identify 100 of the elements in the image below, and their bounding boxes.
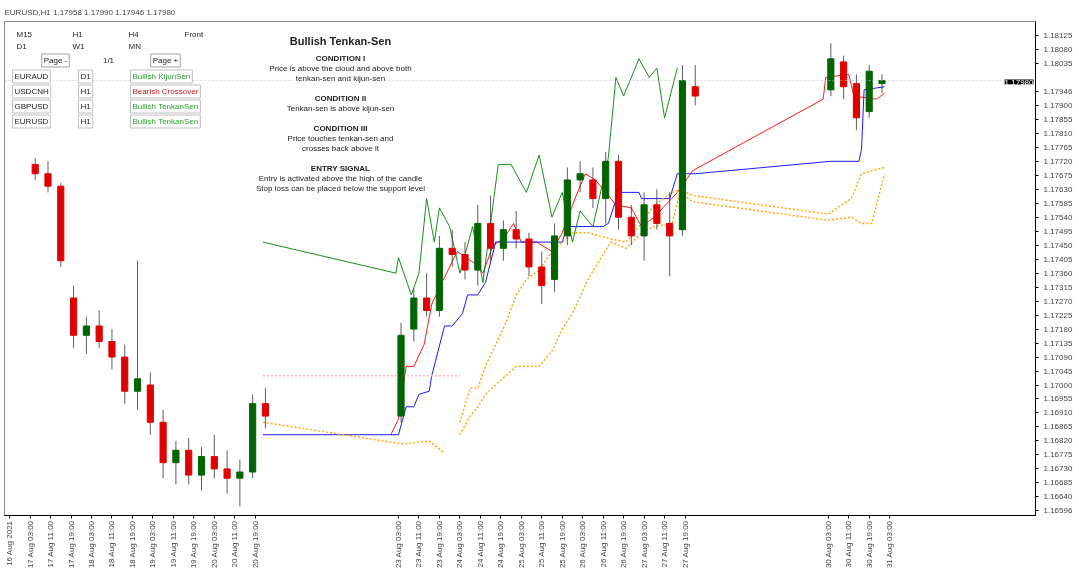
candlestick (44, 160, 52, 193)
x-tick-label: 19 Aug 19:00 (189, 520, 199, 569)
x-tick-label: 26 Aug 19:00 (619, 520, 629, 569)
x-tick-label: 20 Aug 03:00 (209, 520, 219, 569)
candlestick (461, 241, 469, 280)
x-tick-label: 23 Aug 03:00 (393, 520, 403, 569)
candlestick (82, 316, 90, 355)
candlestick (261, 387, 270, 429)
annotation: M15 (16, 30, 33, 39)
annotation: ENTRY SIGNAL (310, 164, 371, 173)
y-tick-label: 1.17765 (1043, 142, 1073, 152)
annotation: Bullish Tenkan-Sen (289, 34, 392, 47)
candlestick (197, 446, 206, 492)
y-tick-label: 1.17900 (1043, 100, 1073, 110)
candlestick (423, 272, 431, 318)
candlestick (236, 459, 244, 507)
y-tick-label: 1.16910 (1043, 408, 1073, 418)
x-tick-label: 31 Aug 03:00 (885, 520, 895, 569)
x-tick-label: 17 Aug 11:00 (46, 520, 56, 568)
annotation: Price touches tenkan-sen and (287, 134, 394, 143)
annotation: W1 (72, 42, 86, 51)
annotation: H1 (80, 102, 92, 111)
candlestick (653, 188, 661, 231)
annotation: Page - (43, 56, 68, 65)
annotation: Stop loss can be placed below the support level (256, 184, 426, 193)
x-tick-label: 24 Aug 03:00 (455, 520, 465, 569)
y-tick-label: 1.17135 (1043, 338, 1073, 348)
annotation: CONDITION II (314, 94, 367, 103)
candlestick (499, 219, 507, 262)
y-tick-label: 1.16775 (1043, 450, 1073, 460)
candlestick (691, 64, 699, 106)
y-tick-label: 1.16596 (1043, 506, 1073, 516)
x-tick-label: 19 Aug 03:00 (148, 520, 158, 569)
candlestick (133, 260, 142, 411)
y-tick-label: 1.16865 (1043, 422, 1073, 432)
y-tick-label: 1.17450 (1043, 240, 1073, 250)
annotation: Bullish KijunSen (132, 72, 191, 81)
y-tick-label: 1.16955 (1043, 394, 1073, 404)
x-tick-label: 18 Aug 03:00 (86, 520, 96, 569)
annotation: USDCNH (14, 87, 49, 96)
y-tick-label: 1.16685 (1043, 478, 1073, 488)
y-tick-label: 1.18035 (1043, 58, 1073, 68)
y-tick-label: 1.17270 (1043, 296, 1073, 306)
x-tick-label: 17 Aug 19:00 (66, 520, 76, 569)
x-tick-label: 23 Aug 19:00 (434, 520, 444, 569)
x-tick-label: 30 Aug 11:00 (844, 520, 854, 568)
x-tick-label: 30 Aug 03:00 (823, 520, 833, 569)
candlestick (627, 204, 635, 246)
annotation: D1 (16, 42, 28, 51)
candlestick (576, 160, 584, 193)
annotation: Tenkan-sen is above kijun-sen (286, 104, 395, 113)
y-tick-label: 1.17585 (1043, 198, 1073, 208)
candlestick (223, 449, 231, 495)
annotation: EURUSD (14, 117, 49, 126)
candlestick (512, 210, 520, 249)
x-tick-label: 17 Aug 03:00 (25, 520, 35, 569)
annotation: H4 (128, 30, 140, 39)
annotation: H1 (80, 87, 92, 96)
annotation: H1 (80, 117, 92, 126)
x-tick-label: 26 Aug 03:00 (578, 520, 588, 569)
y-tick-label: 1.17360 (1043, 268, 1073, 278)
y-tick-label: 1.17946 (1043, 86, 1073, 96)
x-tick-label: 24 Aug 11:00 (475, 520, 485, 568)
line-series (262, 421, 446, 455)
y-tick-label: 1.17810 (1043, 128, 1073, 138)
candlestick (589, 167, 597, 209)
y-tick-label: 1.18080 (1043, 44, 1073, 54)
annotation: GBPUSD (14, 102, 49, 111)
chart-title: EURUSD,H1 1.17958 1.17990 1.17946 1.17980 (4, 7, 176, 17)
candlestick (538, 251, 546, 305)
annotation: Page + (152, 56, 179, 65)
x-tick-label: 23 Aug 11:00 (414, 520, 424, 568)
x-tick-label: 26 Aug 11:00 (598, 520, 608, 568)
annotation: D1 (80, 72, 92, 81)
y-tick-label: 1.17540 (1043, 212, 1073, 222)
y-tick-label: 1.17000 (1043, 380, 1073, 390)
y-tick-label: 1.17495 (1043, 226, 1073, 236)
x-tick-label: 25 Aug 11:00 (537, 520, 547, 568)
x-tick-label: 18 Aug 19:00 (127, 520, 137, 569)
annotation: Front (184, 30, 204, 39)
y-tick-label: 1.16820 (1043, 436, 1073, 446)
annotation: MN (128, 42, 142, 51)
x-tick-label: 20 Aug 11:00 (230, 520, 240, 568)
ref-line-label: 1.17980 (1004, 77, 1035, 87)
x-tick-label: 27 Aug 19:00 (680, 520, 690, 569)
annotation: CONDITION I (315, 54, 366, 63)
y-tick-label: 1.17675 (1043, 170, 1073, 180)
y-tick-label: 1.17180 (1043, 324, 1073, 334)
candlestick (108, 328, 116, 370)
x-tick-label: 18 Aug 11:00 (107, 520, 117, 568)
annotation: CONDITION III (313, 124, 368, 133)
y-tick-label: 1.17090 (1043, 352, 1073, 362)
x-tick-label: 19 Aug 11:00 (168, 520, 178, 568)
x-tick-label: 25 Aug 19:00 (557, 520, 567, 569)
annotation: Bullish TenkanSen (132, 102, 199, 111)
candlestick (878, 73, 886, 94)
candlestick (448, 229, 456, 268)
annotation: Bullish TenkanSen (132, 117, 199, 126)
y-tick-label: 1.16730 (1043, 464, 1073, 474)
annotation: EURAUD (14, 72, 49, 81)
